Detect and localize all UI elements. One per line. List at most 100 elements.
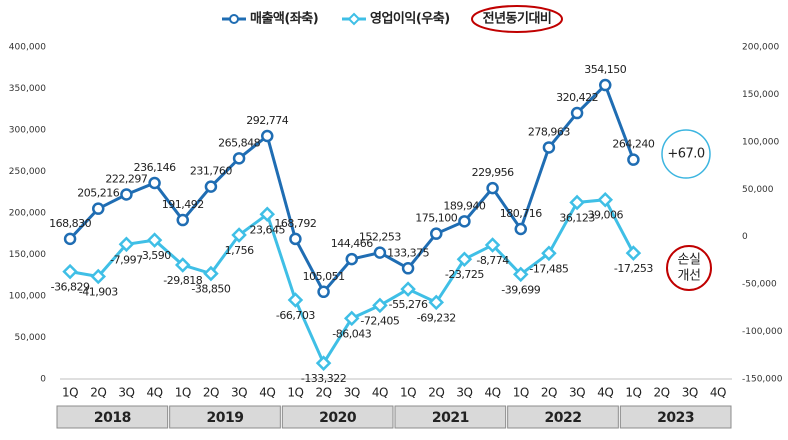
value-label: 229,956 (472, 166, 514, 179)
y2-tick-label: 0 (742, 232, 748, 242)
marker (400, 281, 416, 297)
marker (428, 294, 445, 311)
y-tick-label: 150,000 (9, 250, 46, 260)
marker (118, 236, 135, 253)
x-tick-label: 4Q (485, 386, 501, 400)
marker (203, 265, 219, 282)
value-label: 222,297 (105, 172, 147, 185)
marker (146, 232, 163, 248)
value-label: 23,645 (250, 223, 286, 236)
value-label: -133,322 (301, 372, 346, 385)
x-tick-label: 1Q (62, 386, 78, 400)
value-label: 354,150 (584, 63, 626, 76)
marker (259, 206, 276, 223)
marker (541, 245, 557, 262)
y2-tick-label: 100,000 (742, 137, 779, 147)
year-box (507, 405, 619, 429)
x-tick-label: 2Q (203, 386, 219, 400)
value-label: 36,123 (559, 211, 595, 224)
value-label: 189,940 (443, 199, 485, 212)
marker (514, 222, 527, 236)
x-tick-label: 1Q (625, 386, 641, 400)
marker (317, 285, 330, 299)
value-label: -69,232 (417, 311, 456, 324)
marker (289, 232, 302, 246)
legend-marker (229, 14, 239, 24)
value-label: 144,466 (331, 237, 373, 250)
x-tick-label: 4Q (259, 386, 275, 400)
value-label: 152,253 (359, 231, 401, 244)
value-label: 236,146 (134, 161, 176, 174)
x-tick-label: 2Q (316, 386, 332, 400)
value-label: 105,051 (303, 270, 345, 283)
y-tick-label: 350,000 (9, 84, 46, 94)
marker (174, 257, 191, 273)
annotation-circle (666, 245, 712, 291)
marker (373, 246, 387, 259)
marker (92, 202, 105, 215)
x-tick-label: 2Q (428, 386, 444, 400)
value-label: 133,375 (387, 246, 429, 259)
marker (372, 297, 388, 314)
y2-tick-label: -50,000 (742, 280, 777, 290)
value-label: 175,100 (415, 212, 457, 225)
value-label: -38,850 (191, 283, 230, 296)
y-tick-label: 400,000 (9, 43, 46, 53)
year-label: 2018 (94, 410, 131, 426)
annotation: 개선 (678, 269, 701, 284)
x-tick-label: 1Q (513, 386, 529, 400)
marker (90, 268, 107, 285)
marker (204, 180, 218, 193)
year-box (619, 405, 732, 429)
y-tick-label: 300,000 (9, 126, 46, 136)
value-label: -17,485 (529, 262, 568, 275)
y-tick-label: 200,000 (9, 209, 46, 219)
value-label: -7,997 (110, 253, 143, 266)
x-tick-label: 2Q (654, 386, 670, 400)
legend-marker (347, 12, 361, 26)
value-label: 168,830 (49, 217, 91, 230)
y-tick-label: 50,000 (15, 333, 47, 343)
value-label: 180,716 (500, 207, 542, 220)
marker (401, 262, 415, 275)
value-label: -8,774 (476, 254, 509, 267)
legend-label: 매출액(좌축) (250, 11, 318, 27)
x-tick-label: 4Q (710, 386, 726, 400)
y-tick-label: 0 (40, 375, 46, 385)
marker (597, 191, 614, 208)
value-label: -23,725 (445, 268, 484, 281)
value-label: 168,792 (274, 217, 316, 230)
value-label: -36,829 (51, 281, 90, 294)
value-label: 191,492 (162, 198, 204, 211)
x-tick-label: 3Q (231, 386, 247, 400)
legend-note-ellipse (471, 5, 563, 33)
value-label: -66,703 (276, 309, 315, 322)
x-tick-label: 3Q (682, 386, 698, 400)
value-label: 265,848 (218, 136, 260, 149)
year-label: 2020 (319, 410, 357, 426)
marker (62, 263, 78, 280)
value-label: -3,590 (138, 249, 171, 262)
legend-note: 전년동기대비 (483, 11, 552, 27)
annotation: 손실 (678, 253, 701, 268)
marker (542, 141, 556, 154)
x-tick-label: 2Q (90, 386, 106, 400)
annotation-circle (661, 129, 711, 179)
year-box (169, 405, 281, 429)
value-label: 320,422 (556, 91, 598, 104)
x-tick-label: 2Q (541, 386, 557, 400)
marker (456, 251, 473, 267)
year-box (56, 405, 169, 429)
marker (625, 245, 642, 261)
x-tick-label: 4Q (147, 386, 163, 400)
marker (287, 292, 304, 308)
marker (627, 153, 640, 166)
marker (343, 310, 360, 327)
value-label: -39,699 (501, 283, 540, 296)
value-label: 264,240 (612, 138, 654, 151)
x-tick-label: 3Q (344, 386, 360, 400)
value-label: 231,760 (190, 165, 232, 178)
x-tick-label: 3Q (569, 386, 585, 400)
